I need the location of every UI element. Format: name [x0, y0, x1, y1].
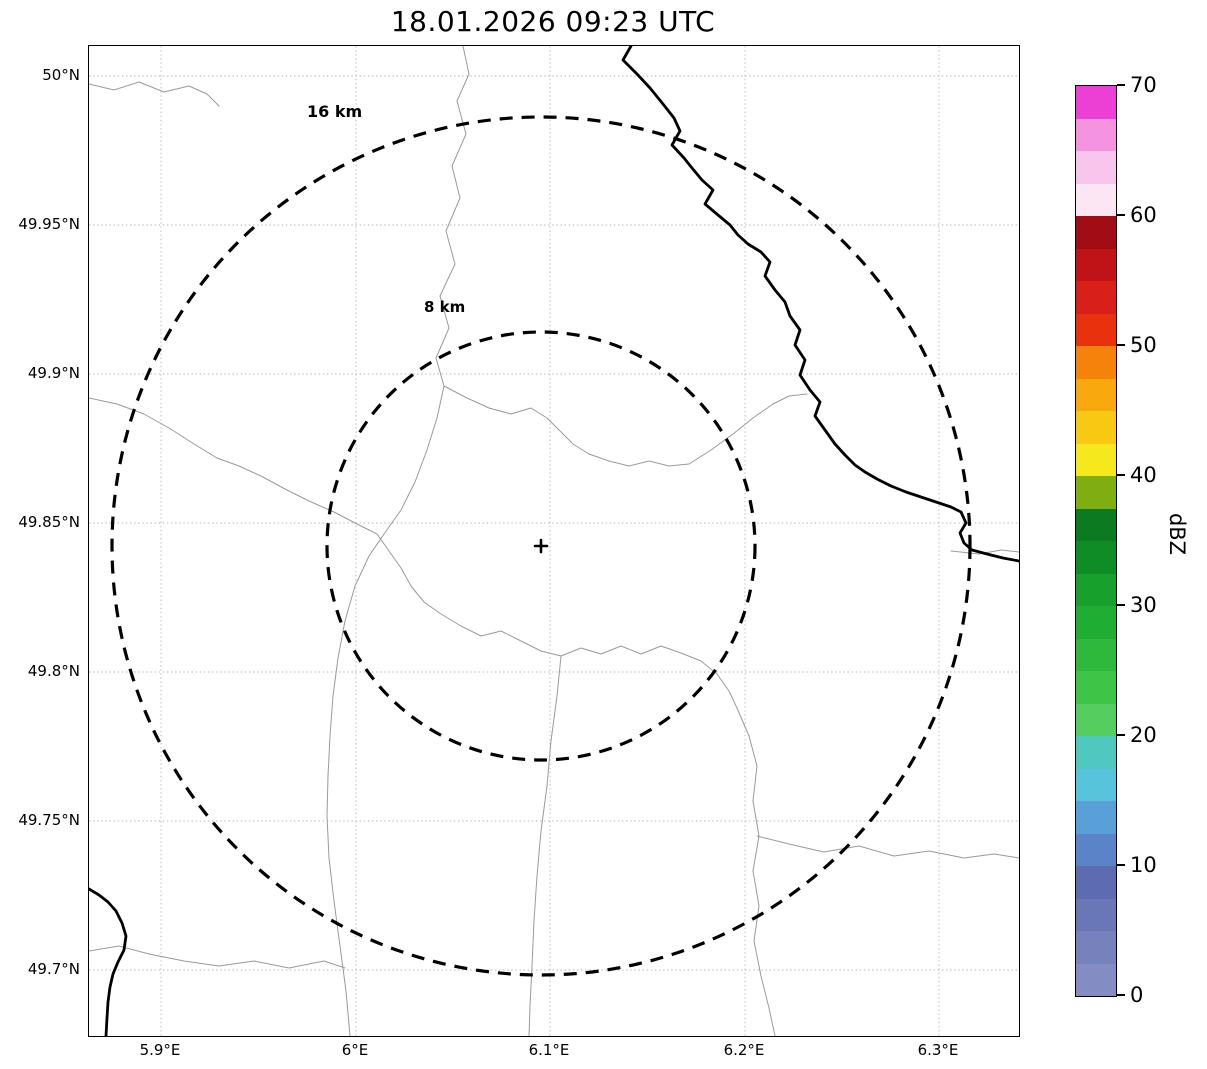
- colorbar-tick: [1117, 604, 1125, 606]
- colorbar-segment: [1076, 86, 1116, 119]
- colorbar-tick-label: 50: [1130, 333, 1157, 357]
- colorbar-segment: [1076, 346, 1116, 379]
- colorbar-segment: [1076, 248, 1116, 281]
- colorbar-tick: [1117, 734, 1125, 736]
- colorbar-segment: [1076, 606, 1116, 639]
- colorbar-tick-label: 60: [1130, 203, 1157, 227]
- map-canvas: 16 km 8 km: [89, 46, 1019, 1036]
- colorbar-segment: [1076, 931, 1116, 964]
- colorbar-segment: [1076, 476, 1116, 509]
- colorbar-segment: [1076, 411, 1116, 444]
- colorbar-segment: [1076, 443, 1116, 476]
- river-lines: [89, 46, 1019, 1036]
- colorbar-segment: [1076, 736, 1116, 769]
- y-tick-label: 49.7°N: [27, 960, 80, 978]
- colorbar-tick-label: 20: [1130, 723, 1157, 747]
- timestamp-title: 18.01.2026 09:23 UTC: [390, 5, 716, 38]
- colorbar-tick: [1117, 864, 1125, 866]
- admin-border-lines: [89, 46, 1019, 1036]
- colorbar-segment: [1076, 118, 1116, 151]
- ring-label-16km: 16 km: [307, 102, 362, 121]
- colorbar-tick: [1117, 84, 1125, 86]
- colorbar-tick-label: 40: [1130, 463, 1157, 487]
- y-tick-label: 49.95°N: [18, 215, 80, 233]
- colorbar-segment: [1076, 801, 1116, 834]
- x-tick-label: 6.3°E: [917, 1041, 959, 1059]
- range-ring-16km: [110, 115, 972, 977]
- colorbar-segment: [1076, 833, 1116, 866]
- colorbar-segment: [1076, 281, 1116, 314]
- x-tick-label: 6.1°E: [528, 1041, 570, 1059]
- y-tick-label: 49.8°N: [27, 662, 80, 680]
- colorbar-tick-label: 70: [1130, 73, 1157, 97]
- colorbar-tick-label: 30: [1130, 593, 1157, 617]
- y-tick-label: 49.85°N: [18, 513, 80, 531]
- colorbar-segment: [1076, 573, 1116, 606]
- ring-label-8km: 8 km: [424, 298, 465, 316]
- colorbar-tick: [1117, 474, 1125, 476]
- map-plot-area: 16 km 8 km: [88, 45, 1020, 1037]
- colorbar-tick-label: 0: [1130, 983, 1144, 1007]
- colorbar-segment: [1076, 183, 1116, 216]
- colorbar-tick: [1117, 344, 1125, 346]
- radar-site-marker: [533, 538, 549, 554]
- colorbar-segment: [1076, 963, 1116, 996]
- colorbar-segment: [1076, 216, 1116, 249]
- colorbar-segment: [1076, 866, 1116, 899]
- colorbar-segment: [1076, 508, 1116, 541]
- x-tick-label: 6.2°E: [723, 1041, 765, 1059]
- range-ring-8km: [325, 330, 757, 762]
- colorbar-swatches: [1075, 85, 1117, 997]
- x-tick-label: 6°E: [341, 1041, 369, 1059]
- colorbar-segment: [1076, 378, 1116, 411]
- colorbar-axis-label: dBZ: [1165, 512, 1190, 556]
- colorbar-tick-label: 10: [1130, 853, 1157, 877]
- colorbar-segment: [1076, 768, 1116, 801]
- y-tick-label: 49.9°N: [27, 364, 80, 382]
- colorbar-tick: [1117, 994, 1125, 996]
- y-tick-label: 49.75°N: [18, 811, 80, 829]
- x-tick-label: 5.9°E: [139, 1041, 181, 1059]
- colorbar-tick: [1117, 214, 1125, 216]
- colorbar-segment: [1076, 151, 1116, 184]
- y-tick-label: 50°N: [42, 66, 80, 84]
- colorbar-segment: [1076, 638, 1116, 671]
- colorbar-segment: [1076, 313, 1116, 346]
- colorbar-segment: [1076, 898, 1116, 931]
- gridlines: [89, 46, 1019, 1036]
- colorbar-segment: [1076, 541, 1116, 574]
- colorbar-segment: [1076, 671, 1116, 704]
- colorbar-segment: [1076, 703, 1116, 736]
